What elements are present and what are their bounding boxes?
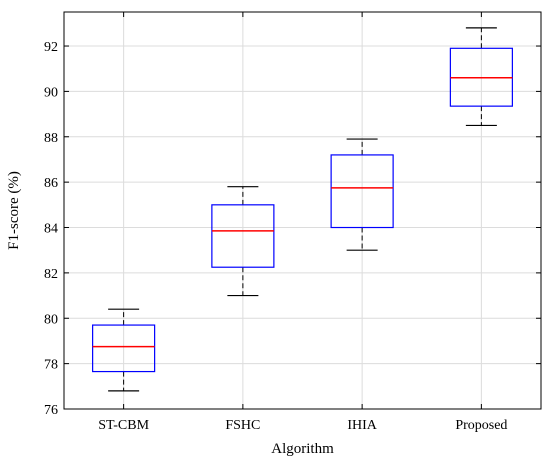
plot-area [64, 12, 541, 409]
y-tick-label: 90 [44, 85, 58, 100]
boxes-group [92, 27, 513, 392]
plot-frame [63, 11, 542, 410]
box-iqr [211, 204, 275, 268]
x-tick-label: IHIA [347, 418, 377, 433]
box-ihia [330, 138, 394, 251]
y-axis-ticks: 76 78 80 82 84 86 88 90 92 [44, 40, 541, 418]
grid-lines [64, 12, 541, 410]
y-tick-label: 88 [44, 131, 58, 146]
y-tick-label: 78 [44, 358, 58, 373]
box-iqr [330, 154, 394, 229]
box-iqr [92, 324, 156, 373]
x-tick-label: Proposed [455, 418, 507, 433]
y-tick-label: 84 [44, 222, 58, 237]
y-tick-label: 92 [44, 40, 58, 55]
y-tick-label: 80 [44, 312, 58, 327]
x-axis-ticks: ST-CBM FSHC IHIA Proposed [98, 12, 507, 433]
y-tick-label: 82 [44, 267, 58, 282]
box-fshc [211, 186, 275, 297]
x-tick-label: ST-CBM [98, 418, 149, 433]
x-tick-label: FSHC [225, 418, 260, 433]
box-proposed [449, 27, 513, 127]
y-tick-label: 76 [44, 403, 58, 418]
x-axis-label: Algorithm [271, 441, 334, 457]
box-st-cbm [92, 308, 156, 392]
y-tick-label: 86 [44, 176, 58, 191]
y-axis-label: F1-score (%) [6, 171, 22, 250]
